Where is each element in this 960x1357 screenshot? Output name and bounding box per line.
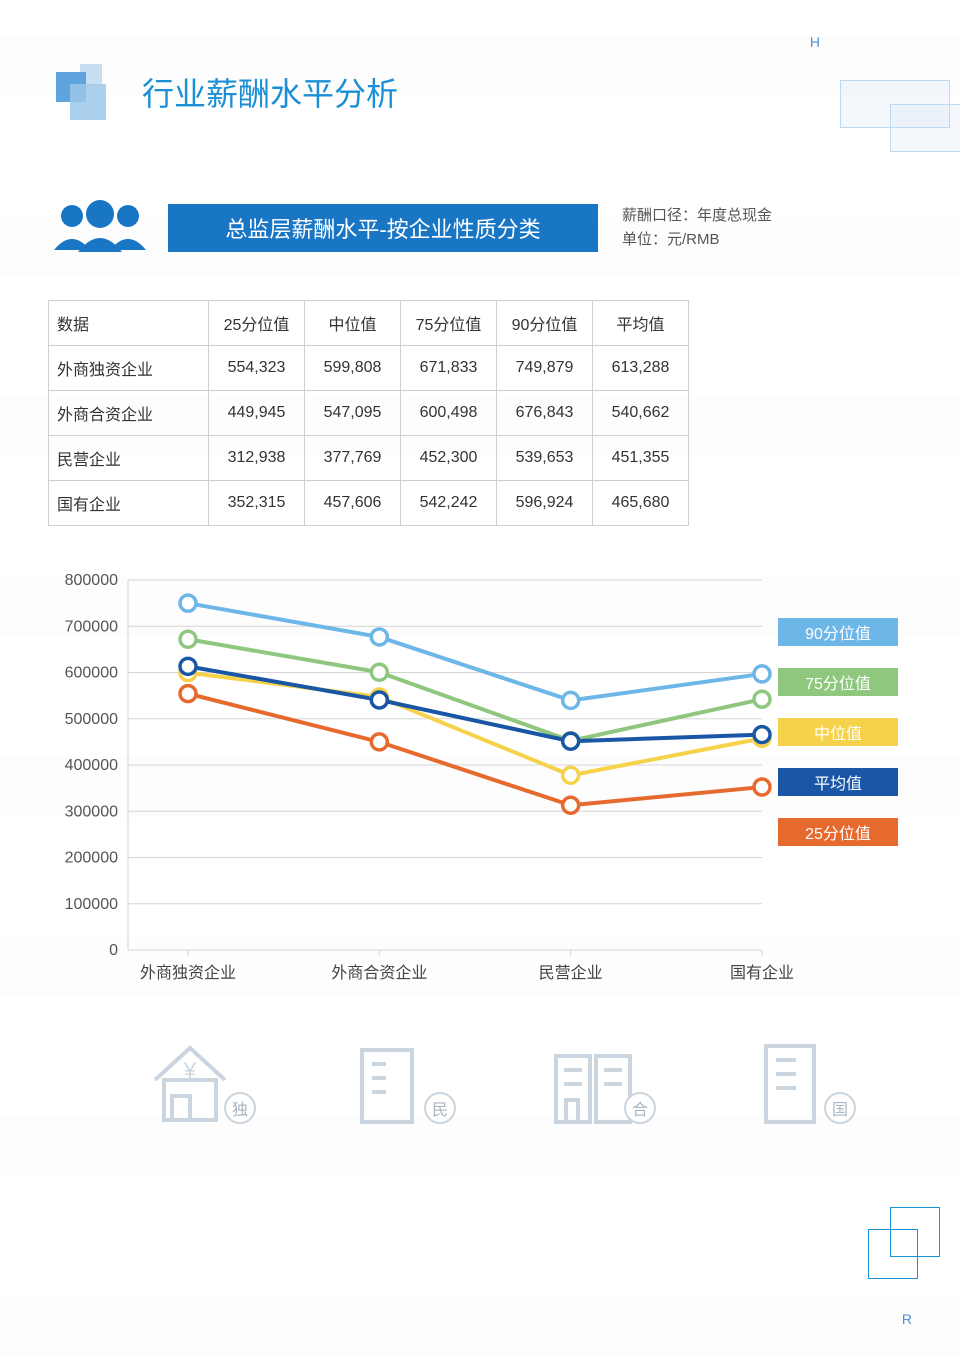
legend-tag: 25分位值 (778, 818, 898, 846)
table-cell: 452,300 (401, 436, 497, 481)
svg-text:500000: 500000 (65, 711, 118, 728)
building-tag: 民 (424, 1092, 456, 1124)
subtitle-bar: 总监层薪酬水平-按企业性质分类 (168, 204, 598, 252)
svg-text:民营企业: 民营企业 (539, 964, 603, 982)
table-row: 民营企业312,938377,769452,300539,653451,355 (49, 436, 689, 481)
svg-text:¥: ¥ (183, 1058, 197, 1083)
svg-text:300000: 300000 (65, 803, 118, 820)
table-cell: 600,498 (401, 391, 497, 436)
table-cell: 352,315 (209, 481, 305, 526)
meta-block: 薪酬口径：年度总现金 单位：元/RMB (622, 204, 772, 252)
building-icons-row: ¥独民合国 (140, 1030, 850, 1130)
subtitle-row: 总监层薪酬水平-按企业性质分类 薪酬口径：年度总现金 单位：元/RMB (48, 200, 772, 255)
table-header-cell: 90分位值 (497, 301, 593, 346)
table-cell: 540,662 (593, 391, 689, 436)
table-cell: 外商合资企业 (49, 391, 209, 436)
svg-text:700000: 700000 (65, 618, 118, 635)
people-icon (48, 200, 148, 255)
svg-text:国有企业: 国有企业 (730, 964, 794, 982)
table-header-cell: 25分位值 (209, 301, 305, 346)
table-cell: 民营企业 (49, 436, 209, 481)
meta-line-2: 单位：元/RMB (622, 228, 772, 252)
table-cell: 554,323 (209, 346, 305, 391)
legend-tag: 75分位值 (778, 668, 898, 696)
svg-text:0: 0 (109, 942, 118, 959)
svg-text:400000: 400000 (65, 757, 118, 774)
building-tag: 独 (224, 1092, 256, 1124)
table-cell: 312,938 (209, 436, 305, 481)
table-header-cell: 数据 (49, 301, 209, 346)
table-cell: 613,288 (593, 346, 689, 391)
svg-text:外商合资企业: 外商合资企业 (331, 964, 427, 982)
table-cell: 449,945 (209, 391, 305, 436)
legend-tag: 平均值 (778, 768, 898, 796)
page-title: 行业薪酬水平分析 (142, 69, 398, 115)
table-header-cell: 75分位值 (401, 301, 497, 346)
svg-text:外商独资企业: 外商独资企业 (140, 964, 236, 982)
table-row: 国有企业352,315457,606542,242596,924465,680 (49, 481, 689, 526)
meta-line-1: 薪酬口径：年度总现金 (622, 204, 772, 228)
table-header-cell: 中位值 (305, 301, 401, 346)
table-cell: 671,833 (401, 346, 497, 391)
table-cell: 465,680 (593, 481, 689, 526)
title-squares-icon (50, 62, 130, 122)
table-cell: 749,879 (497, 346, 593, 391)
table-cell: 377,769 (305, 436, 401, 481)
salary-table: 数据25分位值中位值75分位值90分位值平均值 外商独资企业554,323599… (48, 300, 689, 526)
table-cell: 外商独资企业 (49, 346, 209, 391)
building-icon: ¥独 (140, 1030, 250, 1130)
legend-tag: 90分位值 (778, 618, 898, 646)
table-cell: 国有企业 (49, 481, 209, 526)
building-tag: 合 (624, 1092, 656, 1124)
svg-text:100000: 100000 (65, 896, 118, 913)
table-cell: 599,808 (305, 346, 401, 391)
building-icon: 国 (740, 1030, 850, 1130)
table-cell: 547,095 (305, 391, 401, 436)
svg-text:200000: 200000 (65, 850, 118, 867)
table-cell: 451,355 (593, 436, 689, 481)
table-cell: 539,653 (497, 436, 593, 481)
building-tag: 国 (824, 1092, 856, 1124)
table-header-cell: 平均值 (593, 301, 689, 346)
building-icon: 合 (540, 1030, 650, 1130)
svg-text:600000: 600000 (65, 665, 118, 682)
table-cell: 596,924 (497, 481, 593, 526)
chart-legend: 90分位值 75分位值中位值平均值 25分位值 (778, 618, 898, 868)
building-icon: 民 (340, 1030, 450, 1130)
corner-letter-top: H (810, 34, 820, 50)
corner-letter-bottom: R (902, 1311, 912, 1327)
table-row: 外商独资企业554,323599,808671,833749,879613,28… (49, 346, 689, 391)
table-cell: 457,606 (305, 481, 401, 526)
table-row: 外商合资企业449,945547,095600,498676,843540,66… (49, 391, 689, 436)
legend-tag: 中位值 (778, 718, 898, 746)
table-cell: 542,242 (401, 481, 497, 526)
svg-text:800000: 800000 (65, 572, 118, 589)
page-title-row: 行业薪酬水平分析 (50, 62, 398, 122)
table-cell: 676,843 (497, 391, 593, 436)
